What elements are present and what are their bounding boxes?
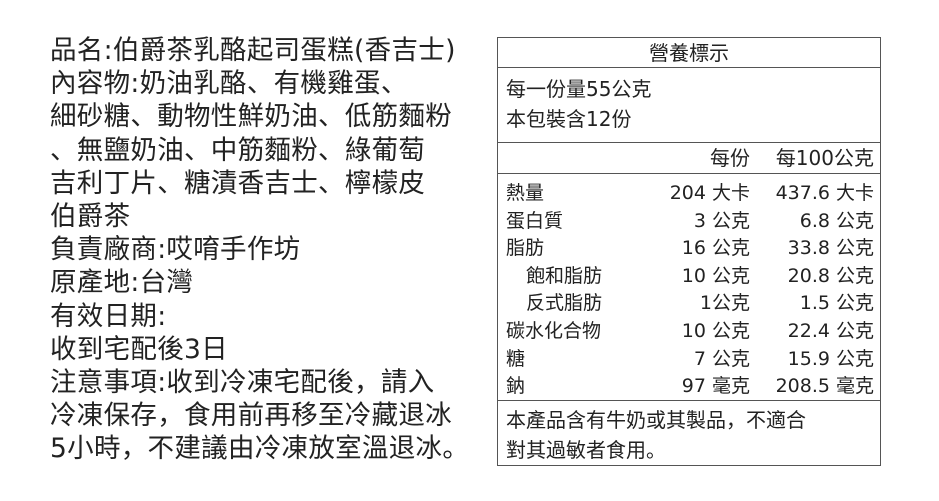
nutrient-row: 糖 7 公克 15.9 公克: [498, 346, 880, 374]
manufacturer-line: 負責廠商:哎唷手作坊: [50, 234, 301, 266]
nutrient-label: 碳水化合物: [506, 319, 602, 342]
nutrition-facts-panel: 營養標示 每一份量55公克 本包裝含12份 每份 每100公克 熱量 204 大卡…: [497, 37, 881, 466]
notice-line: 冷凍保存，食用前再移至冷藏退冰: [50, 400, 452, 432]
nutrient-label: 飽和脂肪: [526, 264, 603, 287]
nutrient-label: 糖: [506, 347, 526, 370]
nutrient-row: 鈉 97 毫克 208.5 毫克: [498, 373, 880, 401]
serving-size: 每一份量55公克: [506, 77, 652, 101]
per-100g-value: 15.9 公克: [787, 347, 874, 370]
col-per-100g: 每100公克: [775, 146, 874, 170]
serving-info: 每一份量55公克 本包裝含12份: [498, 68, 880, 143]
column-headers: 每份 每100公克: [498, 143, 880, 174]
ingredients-line: 、無鹽奶油、中筋麵粉、綠葡萄: [50, 134, 426, 166]
expiry-label: 有效日期:: [50, 300, 167, 332]
per-serving-value: 7 公克: [693, 347, 750, 370]
per-100g-value: 33.8 公克: [787, 237, 874, 260]
per-serving-value: 1公克: [699, 292, 750, 315]
nutrient-row: 脂肪 16 公克 33.8 公克: [498, 235, 880, 263]
nutrient-label: 鈉: [506, 375, 526, 398]
nutrient-row: 蛋白質 3 公克 6.8 公克: [498, 208, 880, 236]
nutrient-label: 反式脂肪: [526, 292, 603, 315]
nutrient-label: 脂肪: [506, 237, 545, 260]
ingredients-line: 吉利丁片、糖漬香吉士、檸檬皮: [50, 167, 426, 199]
nutrient-row: 飽和脂肪 10 公克 20.8 公克: [498, 263, 880, 291]
expiry-value: 收到宅配後3日: [50, 333, 228, 365]
per-serving-value: 3 公克: [693, 209, 750, 232]
per-serving-value: 97 毫克: [681, 375, 750, 398]
notice-line: 5小時，不建議由冷凍放室溫退冰。: [50, 433, 470, 465]
nutrition-title: 營養標示: [498, 38, 880, 68]
servings-per-package: 本包裝含12份: [506, 107, 632, 131]
per-100g-value: 6.8 公克: [799, 209, 874, 232]
allergen-warning-line: 對其過敏者食用。: [506, 438, 666, 462]
per-100g-value: 437.6 大卡: [775, 182, 874, 204]
allergen-warning: 本產品含有牛奶或其製品，不適合 對其過敏者食用。: [498, 401, 880, 465]
per-100g-value: 20.8 公克: [787, 264, 874, 287]
ingredients-line: 細砂糖、動物性鮮奶油、低筋麵粉: [50, 101, 452, 133]
per-serving-value: 204 大卡: [669, 182, 750, 204]
per-serving-value: 10 公克: [681, 264, 750, 287]
nutrient-label: 熱量: [506, 182, 545, 204]
allergen-warning-line: 本產品含有牛奶或其製品，不適合: [506, 408, 806, 432]
per-100g-value: 22.4 公克: [787, 319, 874, 342]
per-serving-value: 16 公克: [681, 237, 750, 260]
product-name-line: 品名:伯爵茶乳酪起司蛋糕(香吉士): [50, 35, 456, 66]
nutrient-row: 反式脂肪 1公克 1.5 公克: [498, 290, 880, 318]
origin-line: 原產地:台灣: [50, 267, 194, 299]
notice-line: 注意事項:收到冷凍宅配後，請入: [50, 367, 435, 399]
ingredients-line: 內容物:奶油乳酪、有機雞蛋、: [50, 68, 408, 100]
per-serving-value: 10 公克: [681, 319, 750, 342]
per-100g-value: 1.5 公克: [799, 292, 874, 315]
nutrient-row: 熱量 204 大卡 437.6 大卡: [498, 180, 880, 208]
nutrient-label: 蛋白質: [506, 209, 564, 232]
col-per-serving: 每份: [710, 146, 750, 170]
per-100g-value: 208.5 毫克: [775, 375, 874, 398]
product-info: 品名:伯爵茶乳酪起司蛋糕(香吉士) 內容物:奶油乳酪、有機雞蛋、 細砂糖、動物性…: [50, 34, 469, 466]
nutrient-rows: 熱量 204 大卡 437.6 大卡蛋白質 3 公克 6.8 公克脂肪 16 公克 33.8…: [498, 174, 880, 401]
nutrient-row: 碳水化合物 10 公克 22.4 公克: [498, 318, 880, 346]
ingredients-line: 伯爵茶: [50, 201, 131, 233]
